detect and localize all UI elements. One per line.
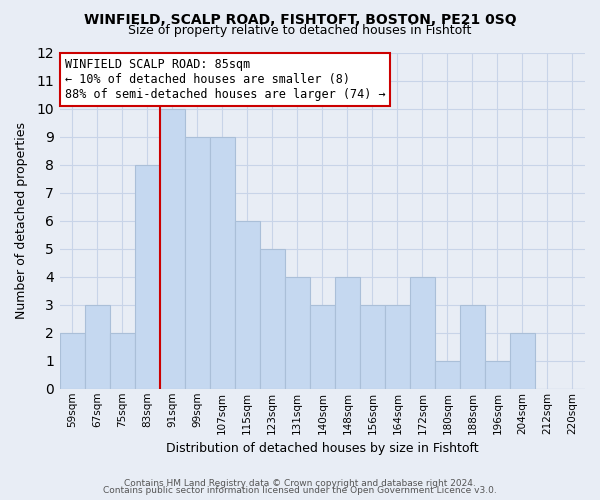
Bar [510,333,535,389]
Bar [235,221,260,389]
Bar [110,333,134,389]
Bar [435,361,460,389]
Bar [485,361,510,389]
Bar [335,277,360,389]
Y-axis label: Number of detached properties: Number of detached properties [15,122,28,320]
X-axis label: Distribution of detached houses by size in Fishtoft: Distribution of detached houses by size … [166,442,479,455]
Bar [210,137,235,389]
Bar [160,109,185,389]
Bar [59,333,85,389]
Text: Contains HM Land Registry data © Crown copyright and database right 2024.: Contains HM Land Registry data © Crown c… [124,478,476,488]
Bar [285,277,310,389]
Bar [185,137,210,389]
Bar [410,277,435,389]
Text: Size of property relative to detached houses in Fishtoft: Size of property relative to detached ho… [128,24,472,37]
Bar [134,165,160,389]
Bar [385,305,410,389]
Bar [310,305,335,389]
Bar [85,305,110,389]
Bar [260,249,285,389]
Text: WINFIELD SCALP ROAD: 85sqm
← 10% of detached houses are smaller (8)
88% of semi-: WINFIELD SCALP ROAD: 85sqm ← 10% of deta… [65,58,386,101]
Text: WINFIELD, SCALP ROAD, FISHTOFT, BOSTON, PE21 0SQ: WINFIELD, SCALP ROAD, FISHTOFT, BOSTON, … [83,12,517,26]
Text: Contains public sector information licensed under the Open Government Licence v3: Contains public sector information licen… [103,486,497,495]
Bar [360,305,385,389]
Bar [460,305,485,389]
